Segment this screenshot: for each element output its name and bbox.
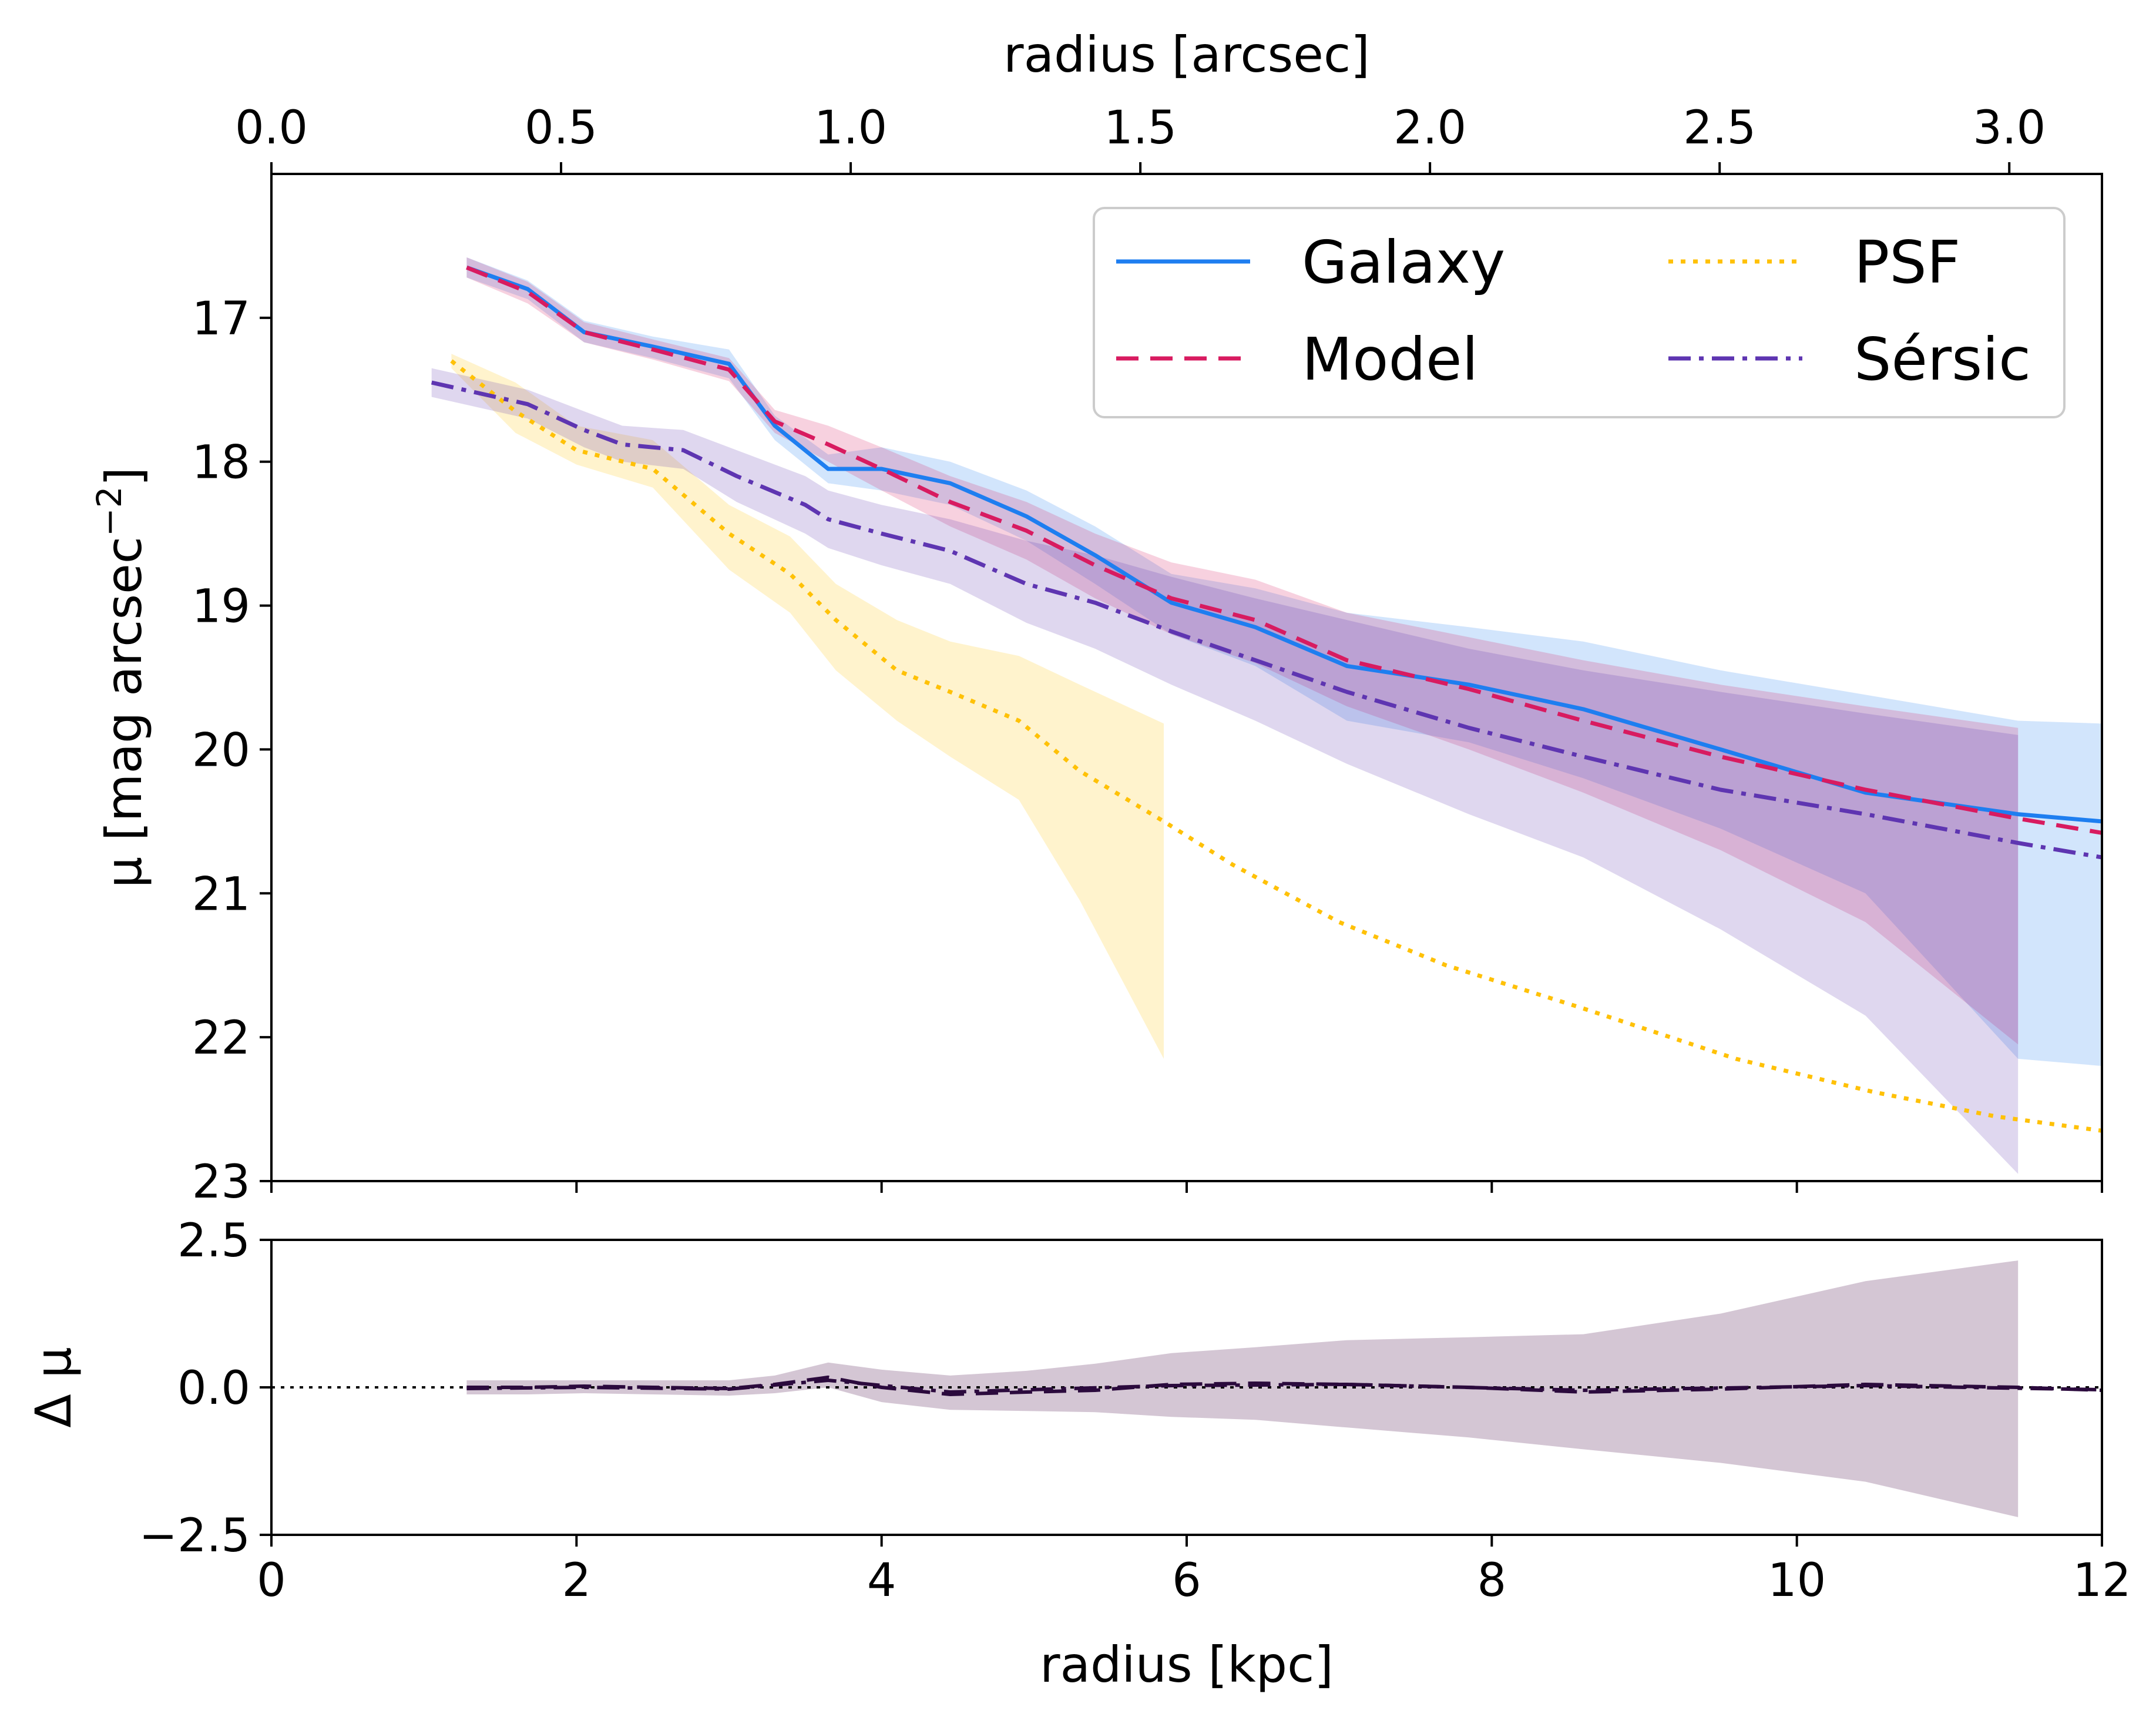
x-tick-label: 4 [867,1554,896,1607]
x-tick-label: 10 [1768,1554,1826,1607]
x-tick-label: 0 [257,1554,286,1607]
profile-lines [431,265,2102,1133]
residual-y-tick-label: −2.5 [139,1510,250,1562]
x-axis-label: radius [kpc] [1040,1636,1334,1693]
y-axis-label: μ [mag arcsec−2] [89,467,153,888]
residual-y-axis-label: Δ μ [25,1347,82,1428]
y-tick-label: 17 [192,293,250,346]
y-tick-label: 19 [192,581,250,633]
x-tick-label: 12 [2073,1554,2131,1607]
top-x-tick-label: 2.5 [1683,102,1756,155]
srsic-line [431,380,2102,860]
residual-y-tick-label: 2.5 [177,1215,250,1267]
psf-line [450,359,2102,1133]
galaxy-line [466,265,2102,824]
galaxy-band [466,257,2102,1067]
y-tick-label: 21 [192,868,250,921]
residual-line-2 [466,1379,2102,1394]
top-x-tick-label: 0.5 [525,102,597,155]
x-tick-label: 8 [1477,1554,1507,1607]
legend: Galaxy Model PSF Sérsic [1093,207,2066,418]
top-x-tick-label: 2.0 [1393,102,1466,155]
main-profile-panel: 17 18 19 20 21 22 23 0.0 0.5 1.0 1.5 2.0 2.5 3.0 radiu… [89,26,2103,1209]
residual-band [466,1260,2019,1517]
srsic-band [431,368,2019,1174]
top-x-tick-label: 1.0 [814,102,887,155]
residual-panel: −2.5 0.0 2.5 0 2 4 6 8 10 12 radius [kpc] Δ μ [25,1215,2131,1693]
legend-box [1093,207,2066,418]
uncertainty-bands [431,257,2102,1174]
model-band [466,257,2019,1045]
model-line [466,265,2102,835]
x-tick-label: 2 [562,1554,592,1607]
legend-label-srsic: Sérsic [1854,325,2031,394]
psf-band [451,354,1164,1059]
top-x-tick-label: 0.0 [235,102,308,155]
legend-label-psf: PSF [1854,228,1960,297]
residual-content [271,1260,2102,1517]
residual-y-tick-label: 0.0 [177,1362,250,1415]
y-tick-label: 22 [192,1012,250,1065]
top-x-tick-label: 3.0 [1973,102,2046,155]
top-x-axis-label: radius [arcsec] [1003,26,1370,83]
legend-label-model: Model [1302,325,1478,394]
y-tick-label: 23 [192,1156,250,1209]
legend-label-galaxy: Galaxy [1302,228,1505,297]
top-x-tick-label: 1.5 [1104,102,1177,155]
y-tick-label: 20 [192,724,250,777]
x-tick-label: 6 [1172,1554,1201,1607]
y-tick-label: 18 [192,437,250,489]
